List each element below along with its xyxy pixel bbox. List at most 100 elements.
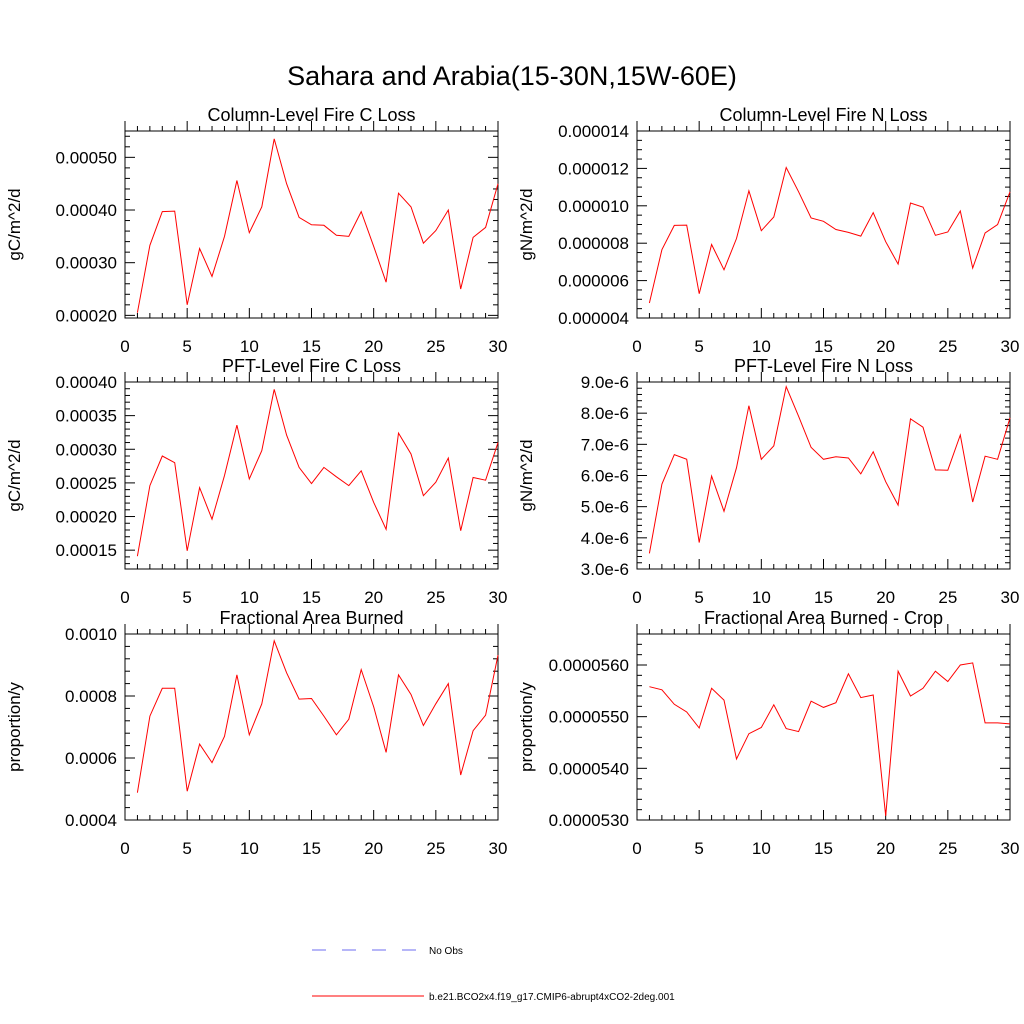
- x-tick-label: 5: [182, 588, 191, 607]
- panel-6: Fractional Area Burned - Crop proportion/…: [517, 608, 1019, 858]
- x-tick-label: 15: [302, 839, 321, 858]
- panel-2: Column-Level Fire N Loss gN/m^2/d 0 5 10 15 20…: [517, 105, 1019, 356]
- y-tick-label: 0.00015: [56, 541, 117, 560]
- panel-title: Column-Level Fire C Loss: [207, 105, 415, 125]
- y-axis-label: gC/m^2/d: [5, 439, 24, 511]
- x-tick-label: 0: [632, 337, 641, 356]
- y-tick-label: 0.0000560: [549, 656, 629, 675]
- y-tick-label: 0.0000530: [549, 811, 629, 830]
- x-tick-label: 0: [120, 839, 129, 858]
- plot-frame: [636, 381, 1011, 570]
- x-tick-label: 30: [1001, 588, 1020, 607]
- x-tick-label: 10: [240, 839, 259, 858]
- y-axis-label: gC/m^2/d: [5, 188, 24, 260]
- y-tick-label: 0.0008: [65, 687, 117, 706]
- x-tick-label: 20: [364, 337, 383, 356]
- y-tick-label: 0.000008: [558, 234, 629, 253]
- panel-title: PFT-Level Fire C Loss: [222, 356, 401, 376]
- panel-4: PFT-Level Fire N Loss gN/m^2/d 0 5 10 15 20 25 3…: [517, 356, 1019, 607]
- x-tick-label: 20: [876, 337, 895, 356]
- y-tick-label: 0.000004: [558, 309, 629, 328]
- panels: Column-Level Fire C Loss gC/m^2/d 0 5 10 15 20…: [5, 105, 1019, 858]
- x-tick-label: 20: [876, 588, 895, 607]
- x-tick-label: 30: [489, 337, 508, 356]
- legend-label-model: b.e21.BCO2x4.f19_g17.CMIP6-abrupt4xCO2-2…: [429, 992, 675, 1003]
- series-line: [649, 662, 1011, 816]
- x-tick-label: 25: [426, 839, 445, 858]
- panel-title: Fractional Area Burned - Crop: [704, 608, 943, 628]
- y-tick-label: 0.0006: [65, 749, 117, 768]
- x-tick-label: 5: [694, 337, 703, 356]
- y-tick-label: 0.00020: [56, 306, 117, 325]
- x-tick-label: 15: [302, 588, 321, 607]
- plot-frame: [124, 381, 499, 570]
- x-tick-label: 15: [814, 588, 833, 607]
- x-tick-label: 30: [1001, 839, 1020, 858]
- figure-title: Sahara and Arabia(15-30N,15W-60E): [287, 61, 737, 91]
- y-tick-label: 5.0e-6: [581, 498, 629, 517]
- x-tick-label: 25: [426, 588, 445, 607]
- y-axis-label: proportion/y: [5, 682, 24, 772]
- x-tick-label: 0: [120, 337, 129, 356]
- series-line: [136, 639, 499, 793]
- series-line: [136, 138, 499, 313]
- legend: No Obs b.e21.BCO2x4.f19_g17.CMIP6-abrupt…: [312, 946, 675, 1003]
- y-axis-label: gN/m^2/d: [517, 439, 536, 511]
- y-axis-label: proportion/y: [517, 682, 536, 772]
- y-tick-label: 0.0010: [65, 625, 117, 644]
- series-line: [648, 166, 1011, 304]
- x-tick-label: 30: [489, 588, 508, 607]
- x-tick-label: 5: [182, 839, 191, 858]
- x-tick-label: 0: [120, 588, 129, 607]
- y-tick-label: 0.0004: [65, 811, 117, 830]
- legend-label-no-obs: No Obs: [429, 946, 463, 957]
- x-tick-label: 15: [814, 337, 833, 356]
- plot-frame: [124, 633, 499, 821]
- x-tick-label: 30: [1001, 337, 1020, 356]
- panel-5: Fractional Area Burned proportion/y 0 5 10 15…: [5, 608, 507, 858]
- y-tick-label: 0.00030: [56, 440, 117, 459]
- x-tick-label: 0: [632, 588, 641, 607]
- x-tick-label: 20: [876, 839, 895, 858]
- x-tick-label: 10: [752, 839, 771, 858]
- y-axis-label: gN/m^2/d: [517, 188, 536, 260]
- series-line: [136, 389, 499, 557]
- x-tick-label: 10: [752, 588, 771, 607]
- y-tick-label: 8.0e-6: [581, 404, 629, 423]
- y-tick-label: 4.0e-6: [581, 529, 629, 548]
- plot-frame: [636, 130, 1011, 319]
- x-tick-label: 25: [938, 588, 957, 607]
- y-tick-label: 0.0000550: [549, 708, 629, 727]
- x-tick-label: 10: [240, 337, 259, 356]
- x-tick-label: 25: [938, 839, 957, 858]
- y-tick-label: 0.0000540: [549, 759, 629, 778]
- x-tick-label: 20: [364, 839, 383, 858]
- x-tick-label: 10: [240, 588, 259, 607]
- x-tick-label: 5: [182, 337, 191, 356]
- panel-title: PFT-Level Fire N Loss: [734, 356, 913, 376]
- x-tick-label: 5: [694, 588, 703, 607]
- y-tick-label: 9.0e-6: [581, 373, 629, 392]
- y-tick-label: 6.0e-6: [581, 467, 629, 486]
- y-tick-label: 0.00050: [56, 148, 117, 167]
- y-tick-label: 0.00020: [56, 508, 117, 527]
- x-tick-label: 15: [814, 839, 833, 858]
- y-tick-label: 3.0e-6: [581, 560, 629, 579]
- plot-frame: [636, 633, 1011, 821]
- y-tick-label: 0.00035: [56, 407, 117, 426]
- x-tick-label: 25: [938, 337, 957, 356]
- x-tick-label: 30: [489, 839, 508, 858]
- x-tick-label: 0: [632, 839, 641, 858]
- y-tick-label: 0.00040: [56, 373, 117, 392]
- x-tick-label: 25: [426, 337, 445, 356]
- series-line: [648, 385, 1011, 554]
- y-tick-label: 0.000014: [558, 122, 629, 141]
- y-tick-label: 0.000006: [558, 272, 629, 291]
- y-tick-label: 7.0e-6: [581, 435, 629, 454]
- panel-title: Fractional Area Burned: [219, 608, 403, 628]
- x-tick-label: 10: [752, 337, 771, 356]
- panel-1: Column-Level Fire C Loss gC/m^2/d 0 5 10 15 20…: [5, 105, 507, 356]
- y-tick-label: 0.00040: [56, 201, 117, 220]
- y-tick-label: 0.000010: [558, 197, 629, 216]
- x-tick-label: 15: [302, 337, 321, 356]
